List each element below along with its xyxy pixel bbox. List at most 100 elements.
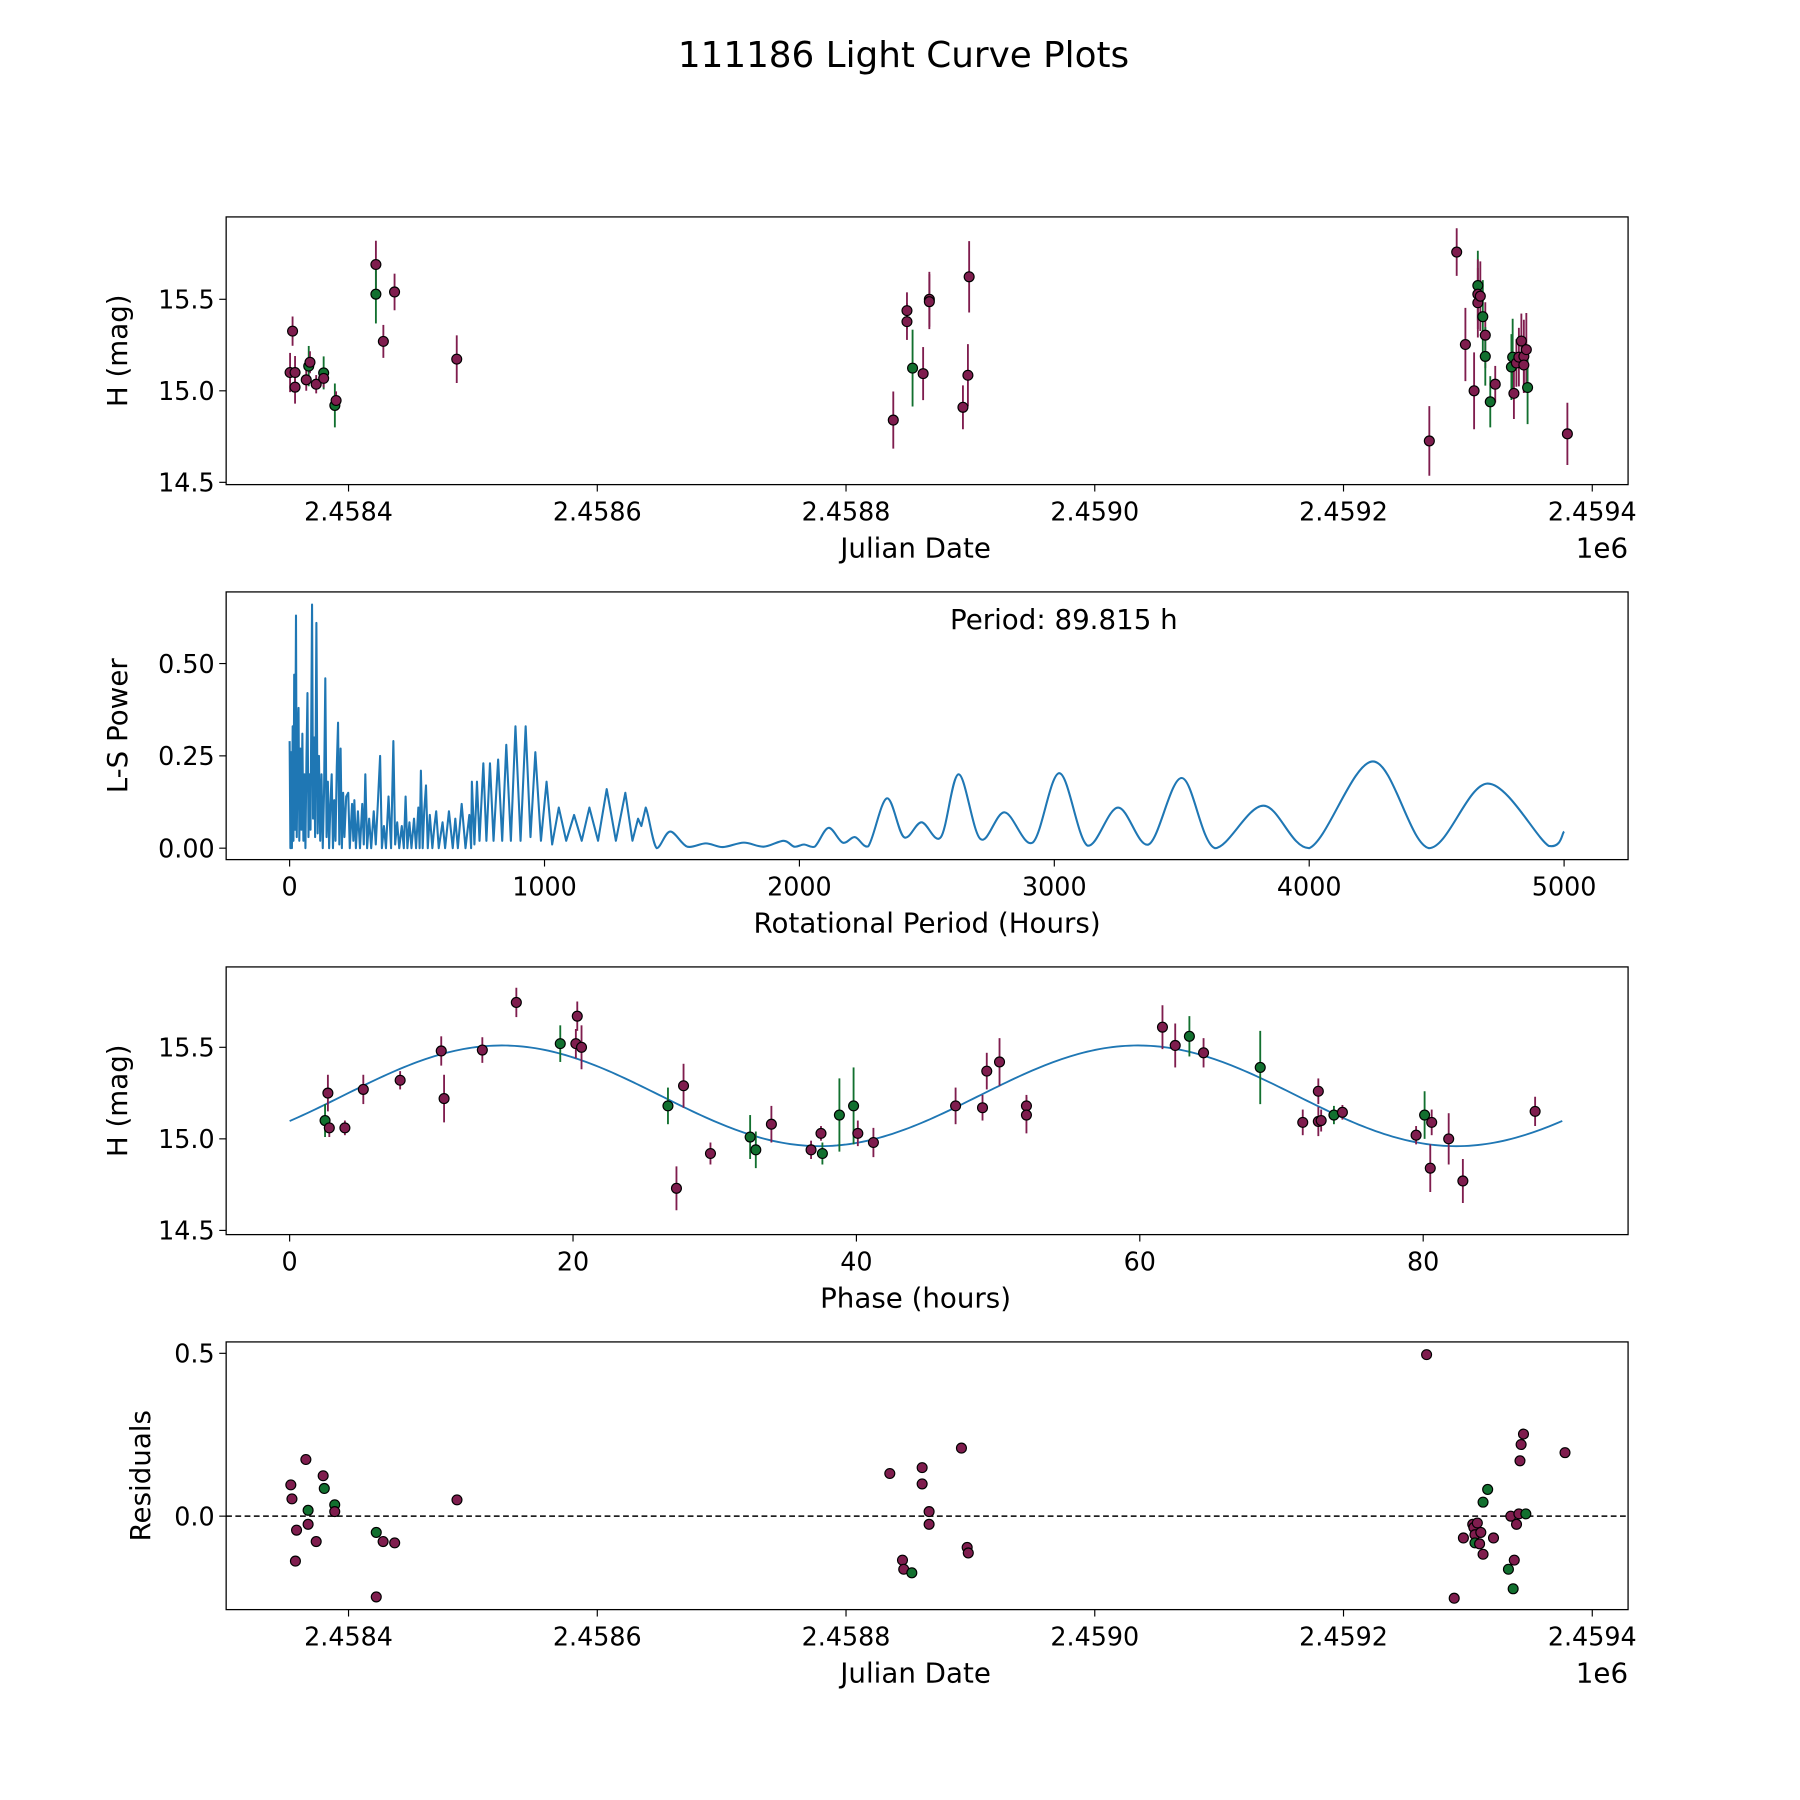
- data-point: [1423, 435, 1435, 447]
- data-point: [310, 378, 322, 390]
- residual-point: [289, 1555, 301, 1567]
- residual-point: [916, 1478, 928, 1490]
- data-point: [678, 1080, 690, 1092]
- data-point: [901, 305, 913, 317]
- data-point: [1457, 1175, 1469, 1187]
- residual-point: [1477, 1548, 1489, 1560]
- y-tick-label: 0.00: [158, 833, 215, 863]
- data-point: [377, 335, 389, 347]
- data-point: [816, 1147, 828, 1160]
- residual-point: [916, 1462, 928, 1474]
- x-tick-label: 2.4584: [304, 1621, 393, 1651]
- residual-point: [1482, 1483, 1494, 1495]
- residual-point: [923, 1506, 935, 1518]
- data-point: [1410, 1129, 1422, 1141]
- x-tick-label: 2.4586: [553, 1621, 642, 1651]
- residual-point: [377, 1536, 389, 1548]
- plot-area: [289, 987, 1563, 1211]
- data-point: [1474, 290, 1486, 302]
- data-point: [1518, 359, 1530, 371]
- x-tick-label: 2.4590: [1050, 1621, 1139, 1651]
- data-point: [1183, 1030, 1195, 1042]
- data-point: [1419, 1109, 1431, 1121]
- data-point: [554, 1038, 566, 1050]
- data-point: [1254, 1061, 1266, 1073]
- data-point: [1479, 350, 1491, 362]
- y-tick-label: 0.5: [174, 1339, 214, 1369]
- data-point: [1426, 1116, 1438, 1128]
- residual-point: [329, 1506, 341, 1518]
- residual-point: [923, 1518, 935, 1530]
- data-point: [370, 258, 382, 271]
- data-point: [287, 325, 299, 337]
- data-point: [805, 1144, 817, 1156]
- figure-title: 111186 Light Curve Plots: [678, 35, 1129, 76]
- residual-point: [285, 1479, 297, 1491]
- residual-point: [1510, 1518, 1523, 1530]
- data-point: [289, 381, 301, 393]
- data-point: [394, 1074, 406, 1086]
- residual-point: [1487, 1532, 1500, 1544]
- data-point: [1198, 1047, 1210, 1059]
- x-tick-label: 2.4594: [1548, 496, 1637, 526]
- residual-point: [955, 1442, 967, 1454]
- residual-point: [1471, 1517, 1483, 1529]
- data-point: [1156, 1021, 1169, 1033]
- residual-point: [370, 1591, 382, 1603]
- data-point: [867, 1136, 879, 1149]
- data-point: [1312, 1085, 1324, 1097]
- data-point: [887, 414, 899, 426]
- data-point: [510, 996, 522, 1008]
- x-axis-label: Phase (hours): [820, 1281, 1011, 1314]
- residual-point: [1515, 1438, 1527, 1451]
- data-point: [1297, 1116, 1309, 1128]
- residual-point: [884, 1467, 896, 1480]
- residual-point: [389, 1537, 401, 1549]
- x-tick-label: 2.4590: [1050, 496, 1139, 526]
- residual-point: [1520, 1508, 1532, 1520]
- x-tick-label: 4000: [1277, 871, 1342, 901]
- x-tick-label: 3000: [1022, 871, 1087, 901]
- data-point: [339, 1122, 351, 1134]
- y-axis-label: H (mag): [101, 1044, 134, 1157]
- x-tick-label: 0: [282, 1246, 298, 1276]
- x-tick-label: 2.4592: [1299, 496, 1388, 526]
- data-point: [1520, 344, 1532, 356]
- data-point: [993, 1056, 1006, 1068]
- data-point: [1468, 385, 1480, 397]
- x-tick-label: 2000: [767, 871, 832, 901]
- data-point: [662, 1100, 674, 1112]
- data-point: [1315, 1115, 1327, 1127]
- data-point: [765, 1118, 777, 1130]
- residual-point: [370, 1526, 382, 1538]
- y-tick-label: 15.0: [158, 1124, 215, 1154]
- axes-frame: [225, 966, 1629, 1236]
- x-tick-label: 80: [1407, 1246, 1439, 1276]
- residual-point: [318, 1482, 330, 1495]
- residual-point: [1517, 1428, 1530, 1440]
- data-point: [289, 366, 301, 379]
- y-tick-label: 15.5: [158, 1033, 215, 1063]
- data-point: [981, 1065, 993, 1077]
- x-tick-label: 2.4586: [553, 496, 642, 526]
- data-point: [744, 1131, 756, 1143]
- data-point: [571, 1010, 583, 1022]
- data-point: [833, 1109, 845, 1121]
- data-point: [950, 1100, 962, 1112]
- residual-point: [286, 1493, 298, 1505]
- y-tick-label: 15.5: [158, 285, 215, 315]
- data-point: [318, 372, 330, 384]
- axes-frame: [225, 1341, 1629, 1611]
- axes-frame: [225, 216, 1629, 486]
- residual-point: [896, 1554, 909, 1566]
- data-point: [575, 1041, 588, 1053]
- x-tick-label: 2.4594: [1548, 1621, 1637, 1651]
- data-point: [917, 368, 929, 380]
- data-point: [1477, 311, 1489, 323]
- plot-area: [284, 228, 1573, 476]
- residual-point: [302, 1518, 314, 1530]
- x-tick-label: 2.4588: [802, 496, 891, 526]
- data-point: [1529, 1105, 1541, 1117]
- data-point: [815, 1127, 827, 1139]
- plot-area: [226, 1349, 1629, 1604]
